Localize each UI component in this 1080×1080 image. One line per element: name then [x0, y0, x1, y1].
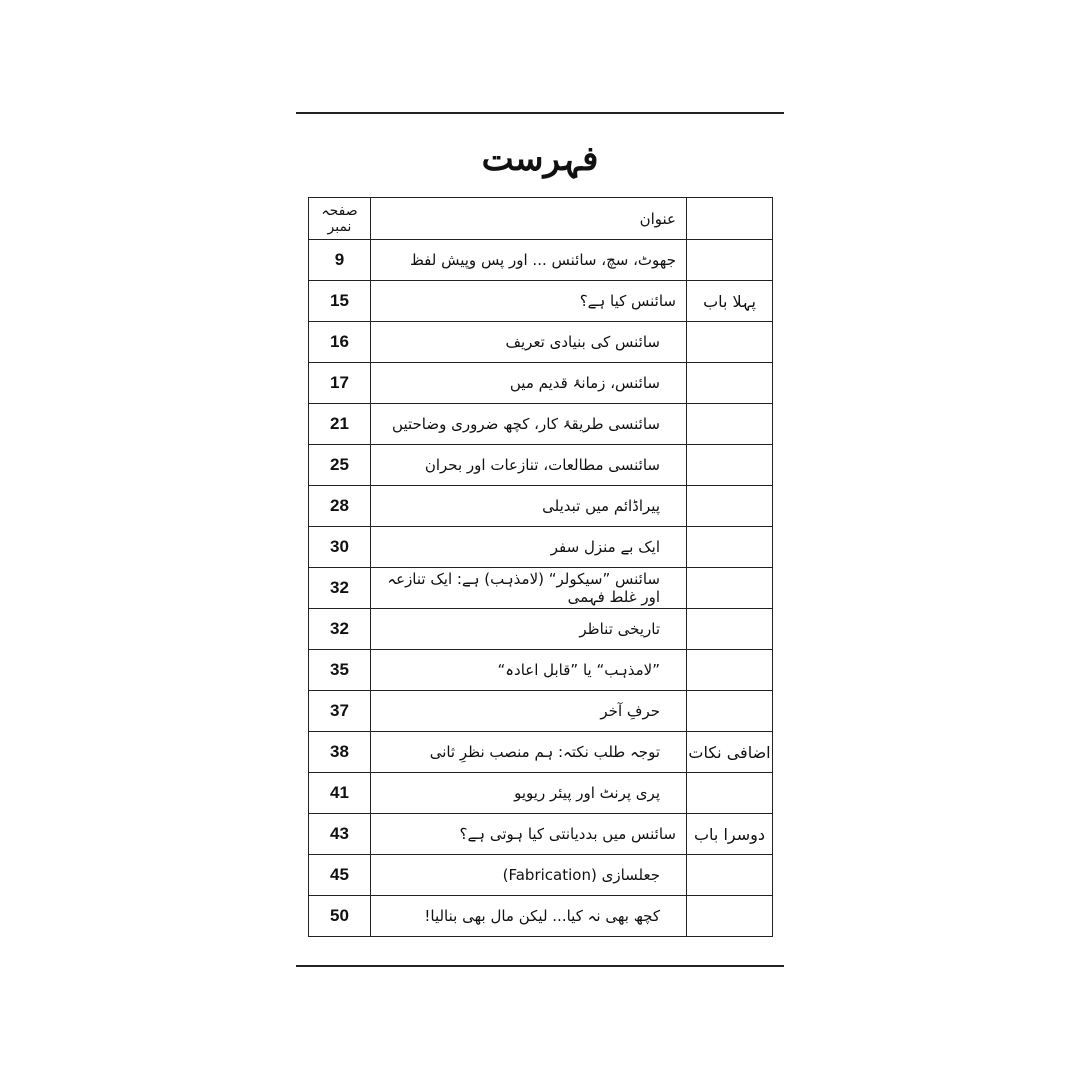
section-label	[686, 608, 773, 650]
table-row: سائنس کی بنیادی تعریف 16	[308, 321, 773, 363]
entry-title[interactable]: پری پرنٹ اور پیئر ریویو	[370, 772, 687, 814]
section-label	[686, 772, 773, 814]
table-row: سائنس، زمانۂ قدیم میں 17	[308, 362, 773, 404]
entry-title[interactable]: حرفِ آخر	[370, 690, 687, 732]
table-row: سائنس ”سیکولر“ (لامذہب) ہے: ایک تنازعہ ا…	[308, 567, 773, 609]
section-label: دوسرا باب	[686, 813, 773, 855]
section-label: اضافی نکات	[686, 731, 773, 773]
page-number: 9	[308, 239, 371, 281]
entry-title[interactable]: سائنس کی بنیادی تعریف	[370, 321, 687, 363]
page-number: 32	[308, 567, 371, 609]
table-row: جھوٹ، سچ، سائنس ... اور پس وپیش لفظ 9	[308, 239, 773, 281]
page-number: 45	[308, 854, 371, 896]
page-number: 35	[308, 649, 371, 691]
page-number: 15	[308, 280, 371, 322]
entry-title[interactable]: سائنسی مطالعات، تنازعات اور بحران	[370, 444, 687, 486]
page-number: 25	[308, 444, 371, 486]
page-number: 30	[308, 526, 371, 568]
table-header-row: عنوان صفحہ نمبر	[308, 197, 773, 240]
section-label	[686, 444, 773, 486]
page-number: 41	[308, 772, 371, 814]
contents-table: عنوان صفحہ نمبر جھوٹ، سچ، سائنس ... اور …	[308, 197, 773, 937]
top-divider	[296, 112, 784, 114]
entry-title[interactable]: سائنس کیا ہے؟	[370, 280, 687, 322]
section-label	[686, 649, 773, 691]
page-number: 28	[308, 485, 371, 527]
section-label	[686, 895, 773, 937]
entry-title[interactable]: سائنسی طریقۂ کار، کچھ ضروری وضاحتیں	[370, 403, 687, 445]
page-number: 32	[308, 608, 371, 650]
section-label	[686, 403, 773, 445]
entry-title[interactable]: تاریخی تناظر	[370, 608, 687, 650]
entry-title[interactable]: سائنس، زمانۂ قدیم میں	[370, 362, 687, 404]
entry-title[interactable]: سائنس ”سیکولر“ (لامذہب) ہے: ایک تنازعہ ا…	[370, 567, 687, 609]
section-label	[686, 567, 773, 609]
table-row: سائنسی طریقۂ کار، کچھ ضروری وضاحتیں 21	[308, 403, 773, 445]
section-label	[686, 690, 773, 732]
page-title: فہرست	[481, 139, 599, 179]
header-heading: عنوان	[370, 197, 687, 240]
page-number: 38	[308, 731, 371, 773]
table-row: تاریخی تناظر 32	[308, 608, 773, 650]
table-row: پیراڈائم میں تبدیلی 28	[308, 485, 773, 527]
table-row: سائنسی مطالعات، تنازعات اور بحران 25	[308, 444, 773, 486]
table-row: ”لامذہب“ یا ”قابل اعادہ“ 35	[308, 649, 773, 691]
entry-title[interactable]: سائنس میں بددیانتی کیا ہوتی ہے؟	[370, 813, 687, 855]
table-row: پہلا باب سائنس کیا ہے؟ 15	[308, 280, 773, 322]
table-row: جعلسازی (Fabrication) 45	[308, 854, 773, 896]
page-number: 16	[308, 321, 371, 363]
bottom-divider	[296, 965, 784, 967]
entry-title[interactable]: پیراڈائم میں تبدیلی	[370, 485, 687, 527]
section-label	[686, 526, 773, 568]
section-label	[686, 321, 773, 363]
page-number: 21	[308, 403, 371, 445]
header-section	[686, 197, 773, 240]
table-row: کچھ بھی نہ کیا... لیکن مال بھی بنالیا! 5…	[308, 895, 773, 937]
table-row: پری پرنٹ اور پیئر ریویو 41	[308, 772, 773, 814]
entry-title[interactable]: جعلسازی (Fabrication)	[370, 854, 687, 896]
section-label	[686, 485, 773, 527]
page-number: 43	[308, 813, 371, 855]
header-page-number: صفحہ نمبر	[308, 197, 371, 240]
page-number: 17	[308, 362, 371, 404]
table-row: ایک بے منزل سفر 30	[308, 526, 773, 568]
entry-title[interactable]: کچھ بھی نہ کیا... لیکن مال بھی بنالیا!	[370, 895, 687, 937]
table-row: دوسرا باب سائنس میں بددیانتی کیا ہوتی ہے…	[308, 813, 773, 855]
table-row: حرفِ آخر 37	[308, 690, 773, 732]
page-number: 50	[308, 895, 371, 937]
entry-title[interactable]: ایک بے منزل سفر	[370, 526, 687, 568]
entry-title[interactable]: ”لامذہب“ یا ”قابل اعادہ“	[370, 649, 687, 691]
entry-title[interactable]: جھوٹ، سچ، سائنس ... اور پس وپیش لفظ	[370, 239, 687, 281]
section-label	[686, 854, 773, 896]
table-row: اضافی نکات توجہ طلب نکتہ: ہم منصب نظرِ ث…	[308, 731, 773, 773]
entry-title[interactable]: توجہ طلب نکتہ: ہم منصب نظرِ ثانی	[370, 731, 687, 773]
page-number: 37	[308, 690, 371, 732]
section-label: پہلا باب	[686, 280, 773, 322]
section-label	[686, 362, 773, 404]
section-label	[686, 239, 773, 281]
